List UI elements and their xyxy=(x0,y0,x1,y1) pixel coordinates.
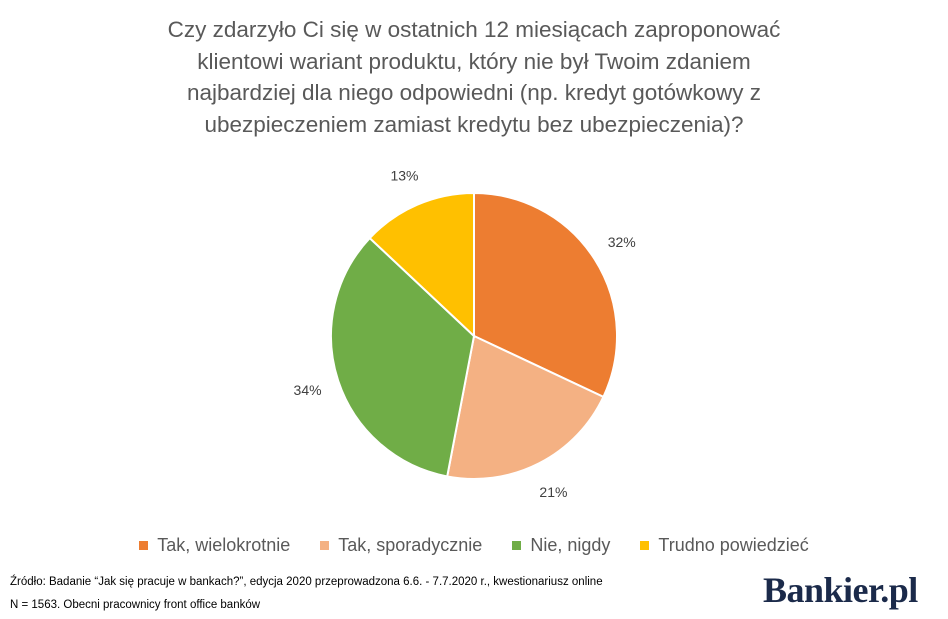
data-label-trudno-powiedziec: 13% xyxy=(390,167,418,183)
legend-swatch xyxy=(320,541,330,550)
legend: Tak, wielokrotnie Tak, sporadycznie Nie,… xyxy=(0,535,948,556)
chart-title-line-4: ubezpieczeniem zamiast kredytu bez ubezp… xyxy=(204,111,744,137)
chart-title-line-2: klientowi wariant produktu, który nie by… xyxy=(197,48,751,74)
legend-label: Nie, nigdy xyxy=(530,535,611,555)
chart-title-line-3: najbardziej dla niego odpowiedni (np. kr… xyxy=(186,80,762,105)
source-note: Źródło: Badanie “Jak się pracuje w banka… xyxy=(10,576,603,588)
pie-slice-tak-sporadycznie xyxy=(446,334,605,480)
data-label-nie-nigdy: 34% xyxy=(294,382,322,398)
data-label-tak-wielokrotnie: 32% xyxy=(608,234,636,250)
legend-item-nie-nigdy: Nie, nigdy xyxy=(512,535,610,556)
legend-item-trudno-powiedziec: Trudno powiedzieć xyxy=(640,535,809,556)
pie-slice-trudno-powiedziec xyxy=(368,191,475,339)
chart-title: Czy zdarzyło Ci się w ostatnich 12 miesi… xyxy=(120,14,828,140)
pie-slice-tak-wielokrotnie xyxy=(473,191,618,399)
legend-item-tak-sporadycznie: Tak, sporadycznie xyxy=(320,535,482,556)
legend-swatch xyxy=(139,541,149,550)
legend-label: Trudno powiedzieć xyxy=(658,535,809,555)
legend-swatch xyxy=(640,541,650,550)
legend-swatch xyxy=(512,541,522,550)
bankier-logo: Bankier.pl xyxy=(763,570,918,610)
chart-title-line-1: Czy zdarzyło Ci się w ostatnich 12 miesi… xyxy=(167,17,781,42)
legend-label: Tak, sporadycznie xyxy=(338,535,483,555)
pie-slice-nie-nigdy xyxy=(330,236,476,478)
legend-label: Tak, wielokrotnie xyxy=(157,535,291,555)
legend-item-tak-wielokrotnie: Tak, wielokrotnie xyxy=(139,535,290,556)
data-label-tak-sporadycznie: 21% xyxy=(539,484,567,500)
sample-note: N = 1563. Obecni pracownicy front office… xyxy=(10,599,261,611)
